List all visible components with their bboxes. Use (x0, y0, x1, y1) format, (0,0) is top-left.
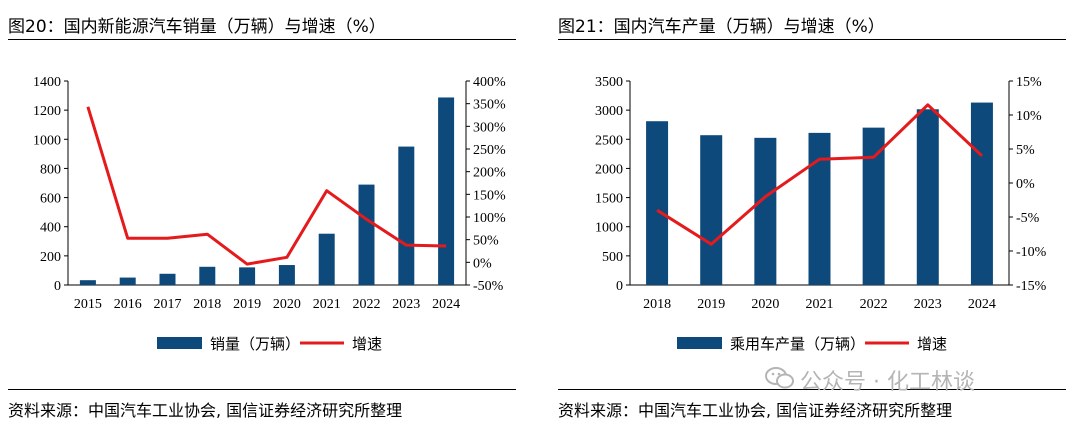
legend-bar-swatch (157, 337, 202, 349)
x-tick-label: 2017 (154, 297, 182, 312)
chart-panel-right: 图21：国内汽车产量（万辆）与增速（%） 0 500 1000 1500 2000 250… (550, 0, 1080, 424)
bar (79, 280, 96, 285)
title-rule (8, 39, 516, 40)
y-tick-label: 200 (40, 250, 61, 265)
x-tick-label: 2022 (860, 297, 888, 312)
y-tick-label: 800 (40, 162, 61, 177)
footer-rule (558, 389, 1066, 390)
wechat-icon (765, 367, 794, 389)
y-tick-label: 1500 (595, 192, 623, 207)
x-tick-label: 2021 (313, 297, 341, 312)
x-tick-label: 2021 (806, 297, 834, 312)
bar (119, 277, 136, 285)
y2-tick-label: 5% (1016, 143, 1035, 158)
footer-rule (8, 389, 516, 390)
y-tick-label: 2000 (595, 162, 623, 177)
bar (646, 121, 669, 286)
y2-tick-label: 0% (473, 256, 492, 271)
legend-bar-label: 销量（万辆） (210, 335, 300, 353)
x-tick-label: 2024 (432, 297, 460, 312)
y-tick-label: 1400 (33, 75, 61, 90)
y-tick-label: 600 (40, 192, 61, 207)
x-tick-label: 2023 (914, 297, 942, 312)
bar (199, 266, 216, 285)
x-tick-label: 2024 (968, 297, 996, 312)
source-note: 资料来源：中国汽车工业协会, 国信证券经济研究所整理 (8, 401, 403, 420)
bar (318, 233, 335, 285)
bar (159, 273, 176, 285)
growth-line (86, 106, 447, 266)
y2-tick-label: 400% (473, 75, 506, 90)
y2-tick-label: -5% (1016, 211, 1040, 226)
y-tick-label: 2500 (595, 133, 623, 148)
bar (278, 265, 295, 285)
y-tick-label: 500 (602, 250, 623, 265)
chart-title: 图21：国内汽车产量（万辆）与增速（%） (558, 17, 885, 37)
bar (916, 109, 939, 285)
y2-tick-label: 50% (473, 234, 499, 249)
y2-tick-label: 200% (473, 166, 506, 181)
x-tick-label: 2015 (74, 297, 102, 312)
x-tick-label: 2016 (114, 297, 142, 312)
bar (970, 102, 993, 285)
watermark: 公众号 · 化工林谈 (800, 370, 975, 395)
y2-tick-label: 10% (1016, 109, 1042, 124)
y-tick-label: 1000 (33, 133, 61, 148)
y-tick-label: 3500 (595, 75, 623, 90)
y-tick-label: 1000 (595, 221, 623, 236)
x-tick-label: 2022 (353, 297, 381, 312)
chart-title: 图20：国内新能源汽车销量（万辆）与增速（%） (8, 17, 386, 37)
x-tick-label: 2018 (643, 297, 671, 312)
y2-tick-label: -50% (473, 279, 504, 294)
y2-tick-label: 15% (1016, 75, 1042, 90)
y-tick-label: 3000 (595, 104, 623, 119)
bar (358, 184, 375, 285)
y2-tick-label: 150% (473, 188, 506, 203)
title-rule (558, 39, 1066, 40)
production-chart: 0 500 1000 1500 2000 2500 3000 3500 -15% -10% -5% 0… (595, 75, 1047, 353)
y-tick-label: 0 (54, 279, 61, 294)
x-tick-label: 2019 (697, 297, 725, 312)
bar (398, 146, 415, 285)
x-tick-label: 2019 (233, 297, 261, 312)
y-tick-label: 1200 (33, 104, 61, 119)
chart-panel-left: 图20：国内新能源汽车销量（万辆）与增速（%） 0 200 400 600 800 100… (8, 17, 516, 420)
bar (808, 132, 831, 285)
y2-tick-label: -10% (1016, 245, 1047, 260)
x-tick-label: 2020 (751, 297, 779, 312)
y2-tick-label: 300% (473, 120, 506, 135)
legend-bar-swatch (677, 337, 722, 349)
y2-tick-label: -15% (1016, 279, 1047, 294)
y2-tick-label: 100% (473, 211, 506, 226)
y2-tick-label: 250% (473, 143, 506, 158)
bar (700, 135, 723, 285)
legend-bar-label: 乘用车产量（万辆） (730, 335, 865, 353)
bar (239, 267, 256, 285)
y-tick-label: 400 (40, 221, 61, 236)
legend-line-label: 增速 (352, 335, 382, 353)
x-tick-label: 2023 (392, 297, 420, 312)
source-note: 资料来源：中国汽车工业协会, 国信证券经济研究所整理 (558, 401, 953, 420)
sales-chart: 0 200 400 600 800 1000 1200 1400 -50% 0% 50% 100% 15… (33, 75, 506, 353)
x-tick-label: 2018 (193, 297, 221, 312)
bar (862, 127, 885, 285)
y2-tick-label: 350% (473, 98, 506, 113)
legend-line-label: 增速 (917, 335, 947, 353)
bar (438, 97, 455, 285)
y2-tick-label: 0% (1016, 177, 1035, 192)
y-tick-label: 0 (616, 279, 623, 294)
x-tick-label: 2020 (273, 297, 301, 312)
bar (754, 137, 777, 285)
